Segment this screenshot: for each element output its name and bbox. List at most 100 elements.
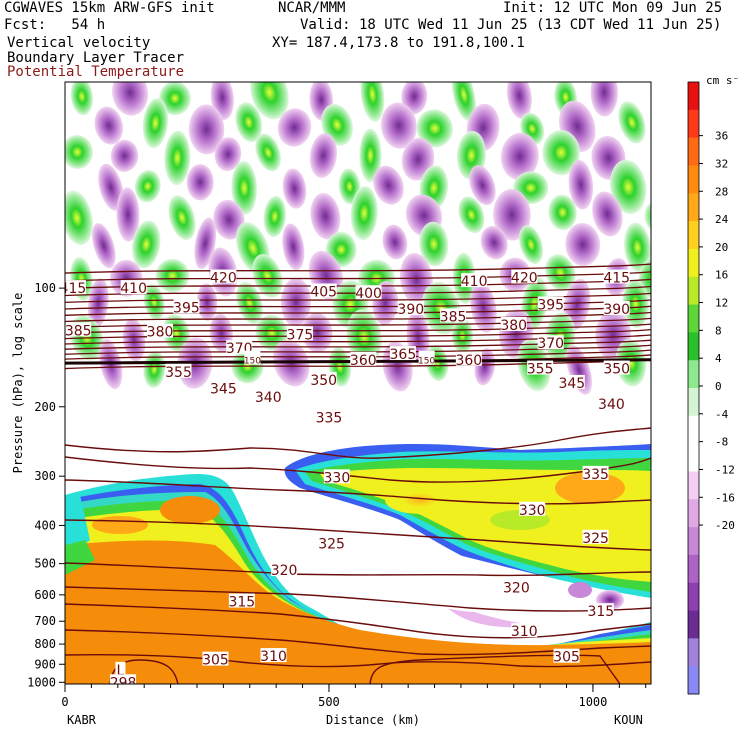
updraft-cell: [360, 82, 385, 122]
downdraft-cell: [592, 191, 623, 237]
theta-contour: [65, 629, 651, 656]
colorbar-tick-label: 4: [715, 352, 722, 365]
y-tick-label: 300: [34, 469, 56, 483]
theta-label-bg: [173, 299, 200, 314]
colorbar-swatch: [688, 360, 699, 389]
theta-contour-label: 360: [455, 353, 482, 369]
theta-label-bg: [397, 301, 424, 316]
valid-time: Valid: 18 UTC Wed 11 Jun 25 (13 CDT Wed …: [300, 17, 722, 33]
updraft-cell: [143, 350, 166, 388]
updraft-cell: [231, 161, 258, 215]
updraft-cell: [624, 222, 651, 273]
theta-contour-label: 360: [350, 353, 377, 369]
theta-contour-label: 355: [165, 365, 192, 381]
colorbar-tick-label: -20: [715, 519, 735, 532]
theta-contour-label: 315: [587, 604, 614, 620]
downdraft-cell: [310, 193, 341, 240]
theta-contour: [65, 317, 651, 329]
theta-contour-label: 330: [324, 470, 351, 486]
theta-contour-label: 320: [503, 580, 530, 596]
theta-contour-label: 150: [244, 357, 261, 367]
theta-contour-label: 305: [553, 650, 580, 666]
theta-label-bg: [558, 374, 585, 389]
updraft-cell: [250, 82, 289, 120]
theta-contour-label: 350: [603, 362, 630, 378]
downdraft-cell: [401, 137, 435, 181]
y-tick-label: 800: [34, 637, 56, 651]
y-tick-label: 900: [34, 657, 56, 671]
theta-contour-label: 335: [582, 467, 609, 483]
updraft-cell: [650, 307, 679, 357]
updraft-cell: [419, 221, 449, 267]
updraft-cell: [134, 170, 161, 203]
theta-label-bg: [587, 603, 614, 618]
y-tick-label: 700: [34, 614, 56, 628]
downdraft-cell: [87, 278, 109, 328]
theta-label-bg: [503, 579, 530, 594]
updraft-cell: [155, 258, 190, 293]
theta-contour-label: 345: [210, 382, 237, 398]
downdraft-cell: [380, 102, 417, 149]
downdraft-cell: [480, 225, 508, 260]
updraft-cell: [164, 130, 191, 186]
theta-contour-label: 385: [65, 323, 92, 339]
theta-contour-label: 310: [260, 649, 287, 665]
theta-contour-label: 365: [390, 347, 417, 363]
theta-contour: [65, 263, 651, 274]
updraft-cell: [519, 225, 544, 264]
cross-section-coordinates: XY= 187.4,173.8 to 191.8,100.1: [272, 35, 525, 51]
theta-contour-label: 298: [110, 675, 137, 691]
theta-label-bg: [603, 301, 630, 316]
y-axis: 100 200 300 400 500 600 700 800 900 1000: [27, 281, 65, 689]
x-tick-label: 500: [318, 695, 340, 709]
theta-contour: [65, 339, 651, 350]
y-tick-label: 500: [34, 557, 56, 571]
theta-label-bg: [65, 280, 86, 295]
theta-contour: [65, 562, 651, 577]
theta-label-bg: [511, 623, 538, 638]
downdraft-cell: [110, 139, 139, 172]
colorbar-tick-label: 36: [715, 130, 728, 143]
downdraft-cell: [506, 82, 532, 119]
theta-label-bg: [244, 350, 261, 365]
theta-label-bg: [461, 273, 488, 288]
y-tick-label: 1000: [27, 675, 56, 689]
updraft-cell: [622, 279, 649, 329]
updraft-cell: [609, 159, 647, 215]
theta-label-bg: [210, 269, 237, 284]
theta-label-bg: [440, 308, 467, 323]
colorbar-swatch: [688, 304, 699, 333]
y-axis-title: Pressure (hPa), log scale: [11, 293, 25, 474]
downdraft-cell: [277, 108, 312, 147]
downdraft-cell: [301, 312, 333, 353]
colorbar-swatch: [688, 499, 699, 528]
theta-label-bg: [527, 360, 554, 375]
downdraft-cell: [214, 137, 242, 172]
downdraft-cell: [213, 199, 245, 240]
updraft-cell: [252, 254, 283, 298]
theta-contour-label: 345: [558, 376, 585, 392]
colorbar-tick-label: 32: [715, 157, 728, 170]
x-axis: 0 500 1000: [61, 684, 647, 709]
colorbar-tick-label: -12: [715, 463, 735, 476]
theta-label-bg: [511, 269, 538, 284]
downdraft-cell: [186, 164, 214, 201]
updraft-cell: [416, 109, 453, 148]
downdraft-cell: [112, 82, 149, 116]
theta-contour-label: 355: [527, 362, 554, 378]
forecast-hour: Fcst: 54 h: [4, 17, 106, 33]
theta-contour: [65, 334, 651, 345]
theta-contour-label: 310: [511, 624, 538, 640]
y-tick-label: 100: [34, 281, 56, 295]
theta-contour-label: 395: [173, 301, 200, 317]
theta-contour-label: 390: [397, 302, 424, 318]
x-axis-title: Distance (km): [326, 713, 420, 727]
init-time: Init: 12 UTC Mon 09 Jun 25: [503, 0, 723, 16]
colorbar-swatch: [688, 582, 699, 612]
y-tick-label: 200: [34, 400, 56, 414]
colorbar-swatch: [688, 221, 699, 250]
updraft-cell: [650, 82, 651, 117]
colorbar-swatch: [688, 165, 699, 194]
theta-contour-label: 330: [519, 503, 546, 519]
colorbar-swatch: [688, 109, 699, 139]
